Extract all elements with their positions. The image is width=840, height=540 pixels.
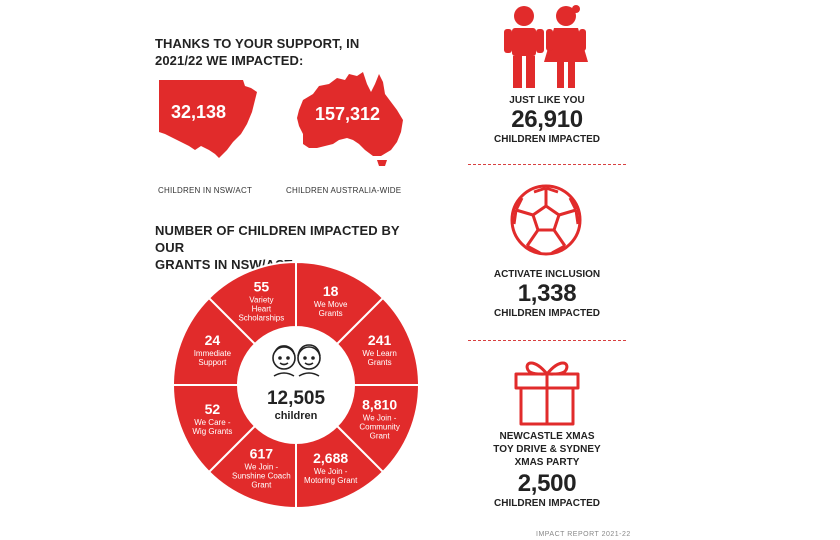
segment-text: Grant <box>370 432 391 441</box>
segment-text: We Learn <box>362 349 397 358</box>
segment-text: Support <box>198 358 227 367</box>
stat-value: 26,910 <box>511 106 583 133</box>
segment-value: 24 <box>205 332 221 348</box>
nsw-caption: CHILDREN IN NSW/ACT <box>158 186 253 195</box>
soccer-ball-icon <box>510 184 582 256</box>
divider <box>468 340 626 341</box>
stat-activate-inclusion: ACTIVATE INCLUSION 1,338 CHILDREN IMPACT… <box>462 268 632 320</box>
segment-text: Variety <box>249 295 273 304</box>
segment-text: Community <box>359 423 399 432</box>
center-value: 12,505 <box>267 388 326 409</box>
gift-box-icon <box>514 361 580 426</box>
aus-caption: CHILDREN AUSTRALIA-WIDE <box>286 186 402 195</box>
stat-sub: CHILDREN IMPACTED <box>494 134 600 145</box>
center-label: children <box>275 410 318 422</box>
segment-value: 52 <box>205 401 221 417</box>
segment-text: Heart <box>252 304 272 313</box>
stat-value: 1,338 <box>517 280 577 307</box>
segment-text: Motoring Grant <box>304 476 358 485</box>
segment-value: 18 <box>323 283 339 299</box>
segment-text: Sunshine Coach <box>232 472 291 481</box>
segment-text: Grants <box>368 358 392 367</box>
nsw-map-icon <box>159 80 257 158</box>
australia-map: 157,312 <box>293 70 405 166</box>
segment-value: 55 <box>254 278 270 294</box>
two-children-icon <box>272 344 321 377</box>
stat-label-line2: TOY DRIVE & SYDNEY <box>493 444 601 455</box>
segment-text: We Join - <box>245 463 279 472</box>
segment-text: We Care - <box>194 418 231 427</box>
support-heading-line1: THANKS TO YOUR SUPPORT, IN <box>155 36 360 51</box>
nsw-value: 32,138 <box>171 102 227 122</box>
stat-just-like-you: JUST LIKE YOU 26,910 CHILDREN IMPACTED <box>462 94 632 146</box>
segment-text: Scholarships <box>238 313 284 322</box>
nsw-map: 32,138 <box>157 78 259 160</box>
segment-text: We Join - <box>314 467 348 476</box>
segment-text: We Move <box>314 300 348 309</box>
australia-map-icon <box>297 72 403 166</box>
footer: IMPACT REPORT 2021-22 <box>536 531 631 538</box>
segment-value: 2,688 <box>313 450 348 466</box>
stat-label: JUST LIKE YOU <box>509 95 585 106</box>
stat-label-line3: XMAS PARTY <box>514 457 580 468</box>
divider <box>468 164 626 165</box>
stat-xmas: NEWCASTLE XMAS TOY DRIVE & SYDNEY XMAS P… <box>462 430 632 510</box>
stat-sub: CHILDREN IMPACTED <box>494 308 600 319</box>
segment-text: We Join - <box>363 414 397 423</box>
segment-value: 241 <box>368 332 392 348</box>
segment-value: 8,810 <box>362 397 397 413</box>
segment-text: Immediate <box>194 349 232 358</box>
stat-label-line1: NEWCASTLE XMAS <box>499 431 595 442</box>
donut-center <box>238 327 354 443</box>
donut-segments <box>171 260 421 510</box>
stat-value: 2,500 <box>517 470 577 497</box>
boy-and-girl-icon <box>504 5 588 88</box>
segment-value: 617 <box>250 446 274 462</box>
stat-label: ACTIVATE INCLUSION <box>493 269 601 280</box>
aus-value: 157,312 <box>315 104 381 124</box>
segment-text: Grants <box>319 309 343 318</box>
segment-text: Grant <box>251 481 272 490</box>
support-heading: THANKS TO YOUR SUPPORT, IN 2021/22 WE IM… <box>155 35 385 69</box>
segment-text: Wig Grants <box>192 427 232 436</box>
support-heading-line2: 2021/22 WE IMPACTED: <box>155 53 304 68</box>
stat-sub: CHILDREN IMPACTED <box>494 498 600 509</box>
grants-heading-line1: NUMBER OF CHILDREN IMPACTED BY OUR <box>155 223 400 255</box>
